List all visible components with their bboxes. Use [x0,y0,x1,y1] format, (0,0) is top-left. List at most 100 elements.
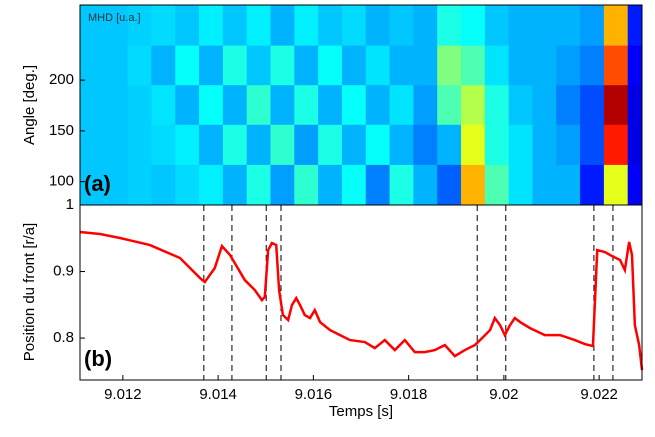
heatmap-cell [246,84,272,125]
heatmap-cell [556,124,581,165]
heatmap-cell [222,5,248,46]
heatmap-cell [413,5,438,46]
x-tick-label: 9.018 [390,386,428,403]
heatmap-cell [556,45,581,86]
x-tick-label: 9.012 [104,386,142,403]
heatmap-cell [341,5,367,46]
heatmap-cell [175,164,200,206]
x-tick-label: 9.014 [199,386,237,403]
heatmap-cell [437,124,462,165]
heatmap-cell [556,164,581,206]
heatmap-cell [413,45,438,86]
data-line [79,230,644,371]
heatmap-cell [389,5,414,46]
heatmap-cell [103,164,129,206]
heatmap-cell [151,45,176,86]
heatmap-cell [365,164,391,206]
x-axis-label: Temps [s] [329,403,393,420]
heatmap-cell [437,164,462,206]
heatmap-cell [222,164,248,206]
heatmap-cell [437,5,462,46]
heatmap-cell [151,164,176,206]
heatmap-cell [603,45,629,86]
heatmap-cell [627,5,643,46]
y-tick-label: 0.9 [53,263,74,280]
heatmap-cell [532,5,557,46]
heatmap-cell [532,164,557,206]
heatmap-cell [508,84,533,125]
heatmap-cell [318,5,343,46]
heatmap-cell [532,124,557,165]
heatmap-cell [175,124,200,165]
heatmap-cell [365,124,391,165]
heatmap-cell [151,84,176,125]
heatmap-cell [175,5,200,46]
heatmap-cell [318,164,343,206]
heatmap-cell [532,45,557,86]
heatmap-cell [413,164,438,206]
y-tick-label: 0.8 [53,329,74,346]
heatmap-cell [80,45,105,86]
heatmap-cell [556,5,581,46]
heatmap-cell [580,45,605,86]
heatmap-cell [389,164,414,206]
heatmap-cell [461,45,486,86]
heatmap-cell [199,164,224,206]
heatmap-cell [103,124,129,165]
heatmap-cell [532,84,557,125]
heatmap-cell [199,5,224,46]
heatmap-cell [199,124,224,165]
heatmap-cell [103,5,129,46]
x-tick-label: 9.022 [580,386,618,403]
heatmap-cell [461,84,486,125]
heatmap-cell [270,5,295,46]
heatmap-cell [270,84,295,125]
heatmap-cell [199,45,224,86]
heatmap-cell [103,84,129,125]
heatmap-cell [580,164,605,206]
heatmap-cell [175,45,200,86]
y-axis-label: Position du front [r/a] [21,223,38,361]
heatmap-cell [627,124,643,165]
heatmap-cell [294,84,319,125]
y-tick-label: 100 [49,173,74,190]
heatmap-cell [270,164,295,206]
x-tick-label: 9.016 [295,386,333,403]
panel-label: (a) [84,171,111,196]
heatmap-cell [365,45,391,86]
heatmap-cell [461,124,486,165]
heatmap-cell [627,164,643,206]
heatmap-cell [341,164,367,206]
heatmap-cell [413,124,438,165]
heatmap-cell [294,164,319,206]
heatmap-cell [341,124,367,165]
heatmap-cell [294,124,319,165]
heatmap-cell [127,45,152,86]
heatmap-cell [175,84,200,125]
axes-frame [79,204,643,381]
heatmap-cell [127,164,152,206]
x-tick-label: 9.02 [489,386,518,403]
y-tick-label: 150 [49,122,74,139]
heatmap-cell [484,84,510,125]
heatmap-cell [603,5,629,46]
heatmap-cell [484,124,510,165]
heatmap-cell [246,5,272,46]
heatmap-cell [365,84,391,125]
heatmap-cell [318,124,343,165]
heatmap-cell [484,45,510,86]
heatmap-cell [508,164,533,206]
heatmap-cell [603,84,629,125]
heatmap-cell [413,84,438,125]
heatmap-cell [580,124,605,165]
heatmap-cell [341,84,367,125]
heatmap-cell [508,45,533,86]
heatmap-cell [389,45,414,86]
heatmap-cell [437,45,462,86]
panel-label: (b) [84,346,112,371]
heatmap-cell [627,84,643,125]
heatmap-cell [222,124,248,165]
heatmap-cell [627,45,643,86]
heatmap-cell [603,164,629,206]
